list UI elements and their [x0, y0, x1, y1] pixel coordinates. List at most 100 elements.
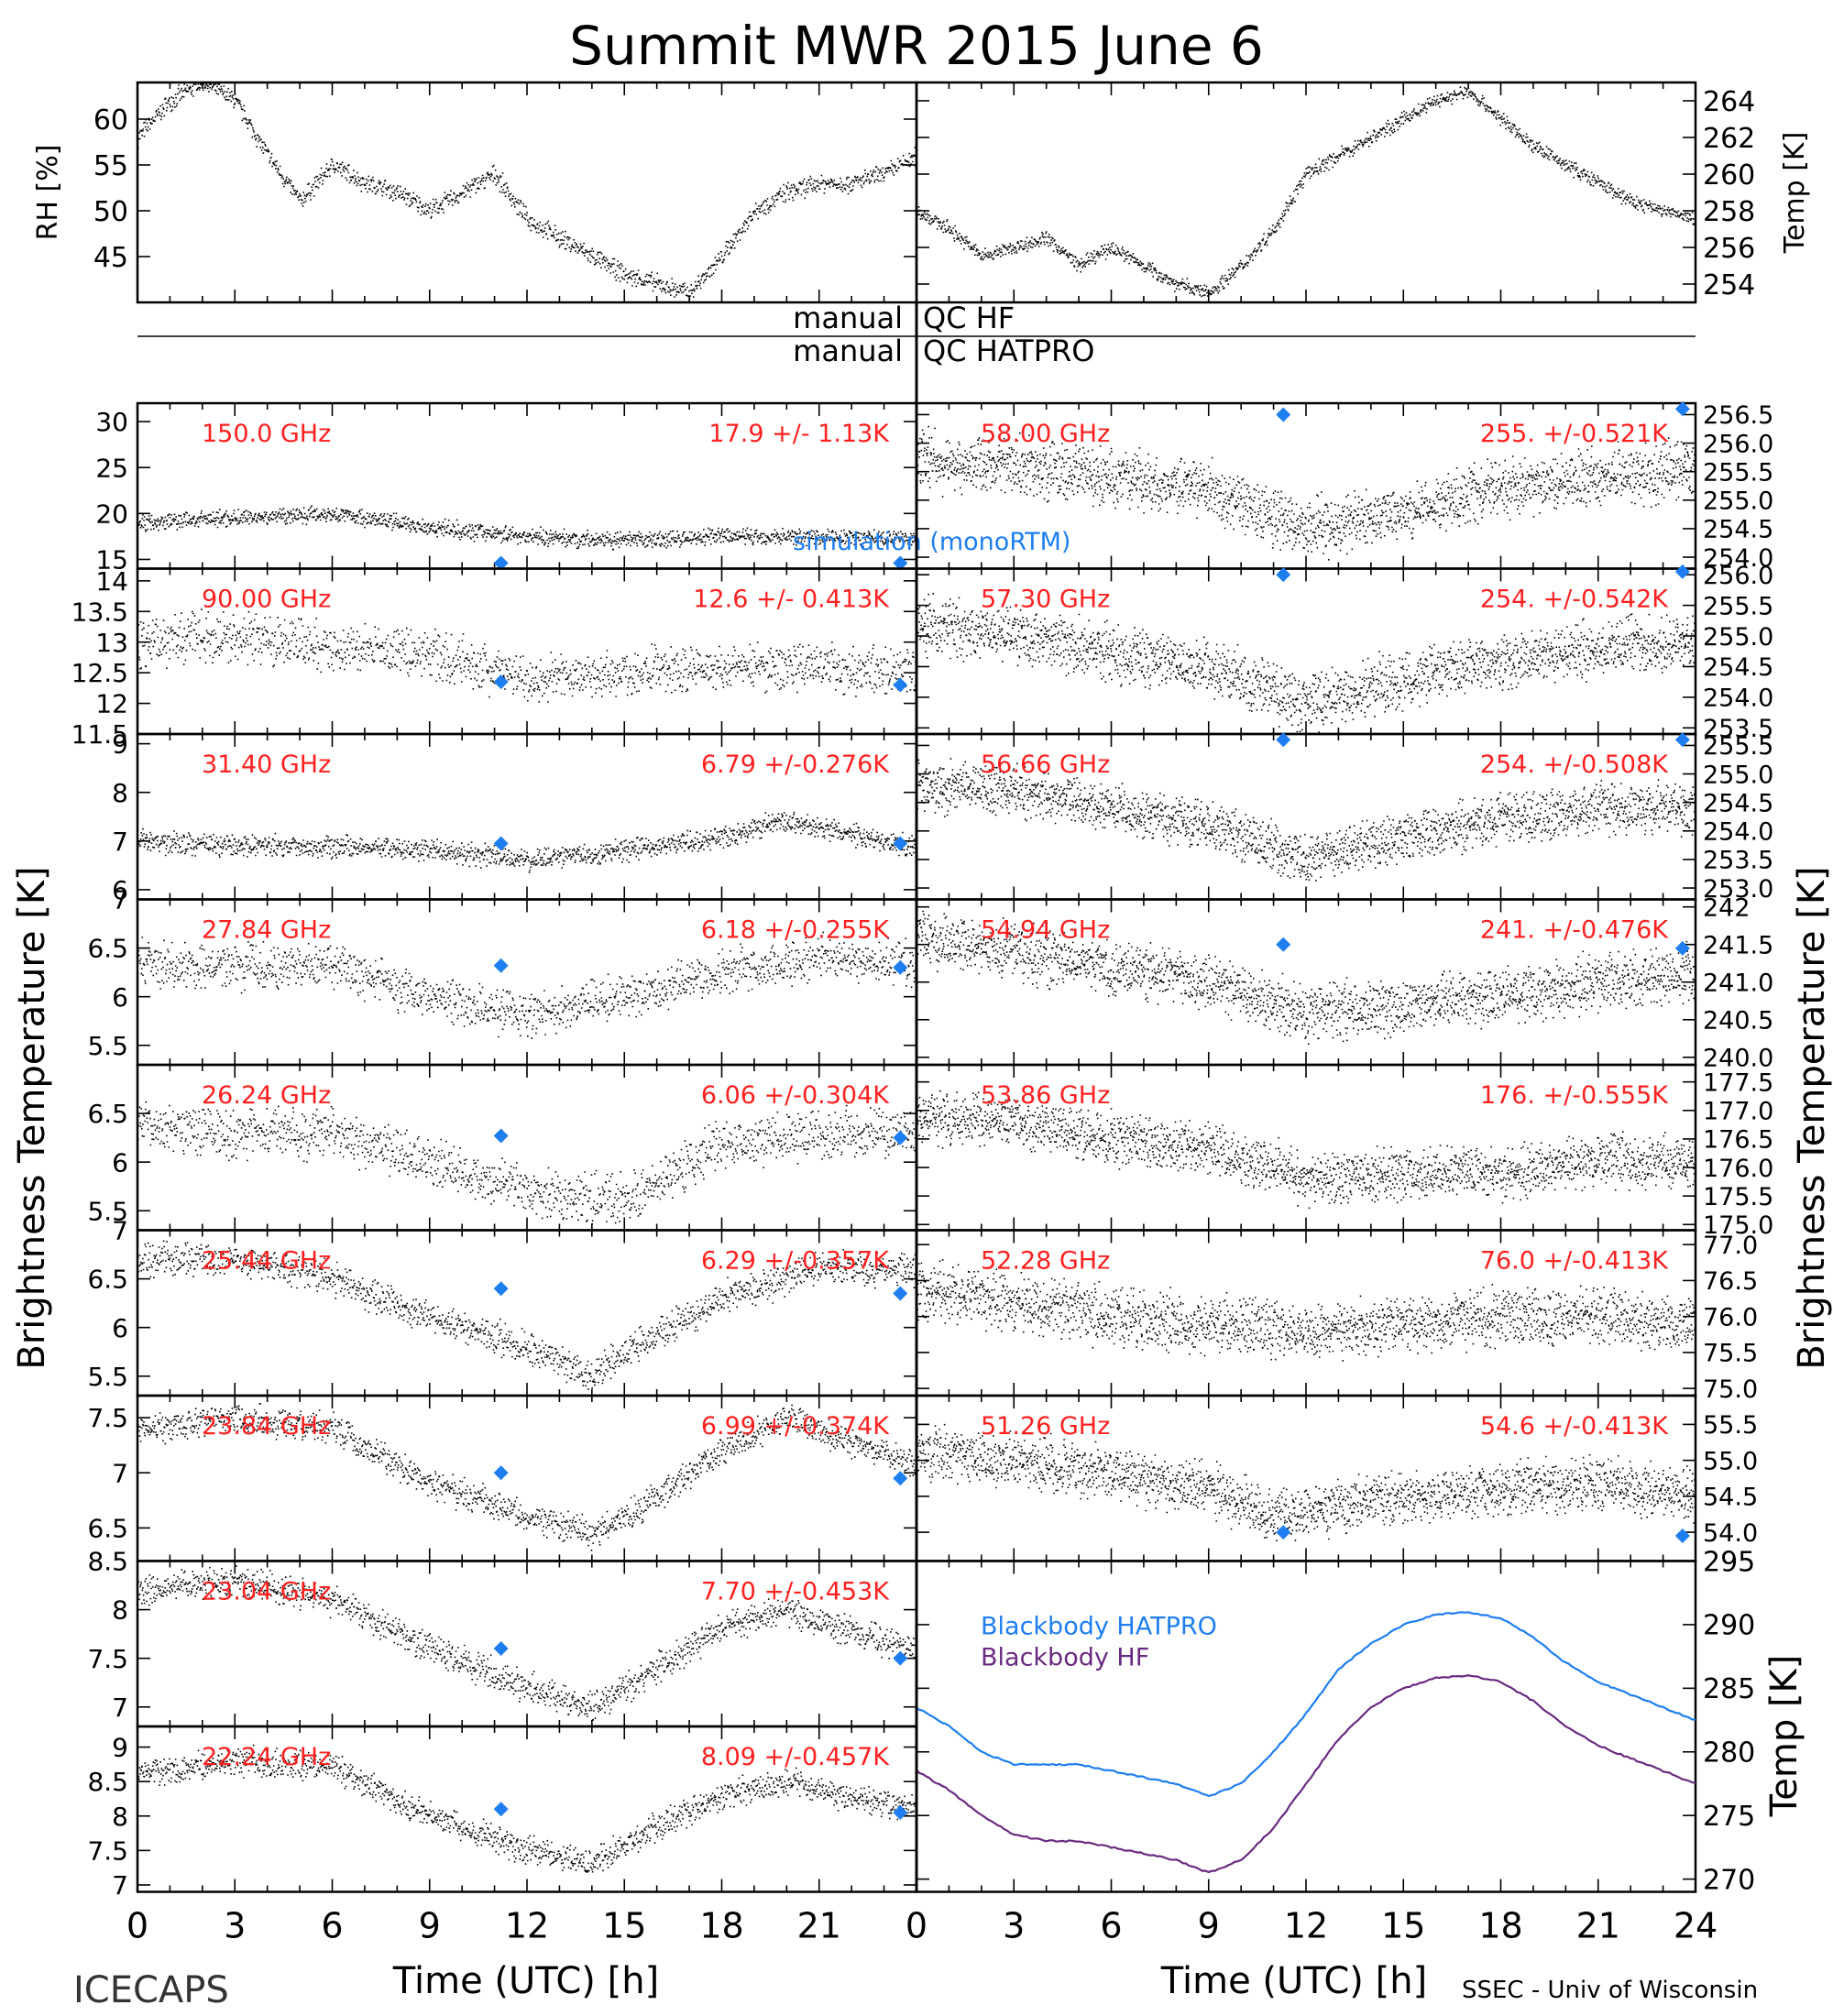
y-tick-label: 45: [93, 242, 128, 274]
qc-hf-right-label: QC HF: [923, 301, 1015, 335]
y-tick-label: 285: [1703, 1673, 1755, 1705]
x-tick-label: 0: [906, 1906, 927, 1946]
x-tick-label: 15: [602, 1906, 646, 1946]
y-tick-label: 254.0: [1703, 544, 1773, 573]
simulation-point: [1276, 732, 1291, 748]
y-tick-label: 254: [1703, 269, 1755, 301]
x-tick-label: 12: [1284, 1906, 1328, 1946]
simulation-point: [493, 1128, 509, 1144]
qc-hatpro-right-label: QC HATPRO: [923, 334, 1094, 368]
channel-stat-label: 76.0 +/-0.413K: [1480, 1247, 1669, 1276]
y-tick-label: 8.5: [87, 1547, 128, 1577]
y-tick-label: 177.5: [1703, 1068, 1773, 1097]
y-tick-label: 55.0: [1703, 1447, 1758, 1475]
x-tick-label: 9: [1198, 1906, 1220, 1946]
channel-frequency-label: 52.28 GHz: [981, 1247, 1110, 1276]
simulation-point: [893, 836, 908, 851]
blackbody-series-line: [916, 1674, 1696, 1874]
channel-stat-label: 6.79 +/-0.276K: [701, 751, 890, 779]
project-label: ICECAPS: [73, 1969, 229, 2011]
simulation-point: [493, 1802, 509, 1817]
channel-frequency-label: 57.30 GHz: [981, 586, 1110, 614]
y-tick-label: 254.5: [1703, 653, 1773, 682]
channel-stat-label: 6.18 +/-0.255K: [701, 916, 890, 945]
channel-stat-label: 8.09 +/-0.457K: [701, 1743, 890, 1771]
y-tick-label: 14: [95, 566, 128, 597]
rh-axis-label: RH [%]: [32, 145, 64, 241]
y-tick-label: 7: [112, 1458, 128, 1488]
y-tick-label: 7.5: [87, 1644, 128, 1674]
y-tick-label: 6: [112, 982, 128, 1013]
y-tick-label: 75.5: [1703, 1340, 1758, 1368]
y-tick-label: 255.5: [1703, 458, 1773, 487]
channel-frequency-label: 31.40 GHz: [202, 751, 331, 779]
channel-stat-label: 254. +/-0.542K: [1480, 586, 1669, 614]
blackbody-panel-frame: [915, 1560, 1697, 1893]
blackbody-legend-entry: Blackbody HATPRO: [981, 1613, 1217, 1641]
data-trace: [137, 1240, 917, 1390]
channel-stat-label: 6.29 +/-0.357K: [701, 1247, 890, 1276]
y-tick-label: 175.5: [1703, 1183, 1773, 1211]
x-tick-label: 3: [224, 1906, 246, 1946]
y-tick-label: 60: [93, 104, 128, 137]
temp-panel-frame: [915, 81, 1697, 304]
channel-frequency-label: 53.86 GHz: [981, 1081, 1110, 1110]
y-tick-label: 270: [1703, 1864, 1755, 1896]
data-trace: [137, 811, 917, 873]
y-tick-label: 6: [112, 875, 128, 905]
y-tick-label: 11.5: [71, 719, 128, 750]
y-tick-label: 7.5: [87, 1835, 128, 1866]
y-tick-label: 6.5: [87, 1513, 128, 1543]
y-tick-label: 20: [95, 499, 128, 529]
y-tick-label: 241.5: [1703, 931, 1773, 959]
simulation-point: [493, 1281, 509, 1297]
simulation-point: [493, 1641, 509, 1657]
y-tick-label: 15: [95, 545, 128, 575]
channel-stat-label: 12.6 +/- 0.413K: [693, 586, 890, 614]
y-tick-label: 254.5: [1703, 789, 1773, 817]
y-tick-label: 176.0: [1703, 1155, 1773, 1183]
data-trace: [137, 1744, 917, 1873]
simulation-point: [493, 674, 509, 690]
simulation-point: [893, 1650, 908, 1666]
simulation-point: [893, 1471, 908, 1486]
y-tick-label: 8: [112, 1595, 128, 1626]
y-axis-label-right: Brightness Temperature [K]: [1791, 866, 1833, 1369]
y-tick-label: 7: [112, 1216, 128, 1246]
channel-frequency-label: 90.00 GHz: [202, 586, 331, 614]
simulation-point: [493, 555, 509, 571]
x-tick-label: 21: [1576, 1906, 1620, 1946]
simulation-point: [893, 1286, 908, 1301]
y-tick-label: 242: [1703, 893, 1751, 922]
y-tick-label: 254.5: [1703, 516, 1773, 544]
y-tick-label: 256.0: [1703, 430, 1773, 458]
data-trace: [137, 608, 917, 703]
y-tick-label: 12: [95, 689, 128, 719]
y-tick-label: 5.5: [87, 1362, 128, 1392]
y-tick-label: 9: [112, 729, 128, 760]
y-tick-label: 254.0: [1703, 685, 1773, 713]
y-tick-label: 54.5: [1703, 1484, 1758, 1512]
channel-frequency-label: 58.00 GHz: [981, 420, 1110, 448]
y-tick-label: 76.5: [1703, 1267, 1758, 1296]
y-tick-label: 50: [93, 196, 128, 228]
blackbody-axis-label: Temp [K]: [1763, 1655, 1806, 1818]
y-tick-label: 177.0: [1703, 1098, 1773, 1126]
simulation-point: [893, 959, 908, 975]
simulation-point: [1674, 564, 1690, 579]
simulation-point: [1674, 732, 1690, 748]
simulation-point: [1276, 937, 1291, 952]
y-tick-label: 275: [1703, 1801, 1755, 1833]
channel-frequency-label: 23.84 GHz: [202, 1412, 331, 1441]
channel-stat-label: 7.70 +/-0.453K: [701, 1578, 890, 1606]
y-tick-label: 262: [1703, 123, 1755, 155]
channel-stat-label: 254. +/-0.508K: [1480, 751, 1669, 779]
channel-frequency-label: 56.66 GHz: [981, 751, 1110, 779]
y-tick-label: 256: [1703, 233, 1755, 265]
y-tick-label: 76.0: [1703, 1303, 1758, 1331]
data-trace: [916, 1423, 1697, 1542]
data-trace: [916, 86, 1696, 298]
x-tick-label: 9: [419, 1906, 441, 1946]
y-tick-label: 255.5: [1703, 592, 1773, 620]
